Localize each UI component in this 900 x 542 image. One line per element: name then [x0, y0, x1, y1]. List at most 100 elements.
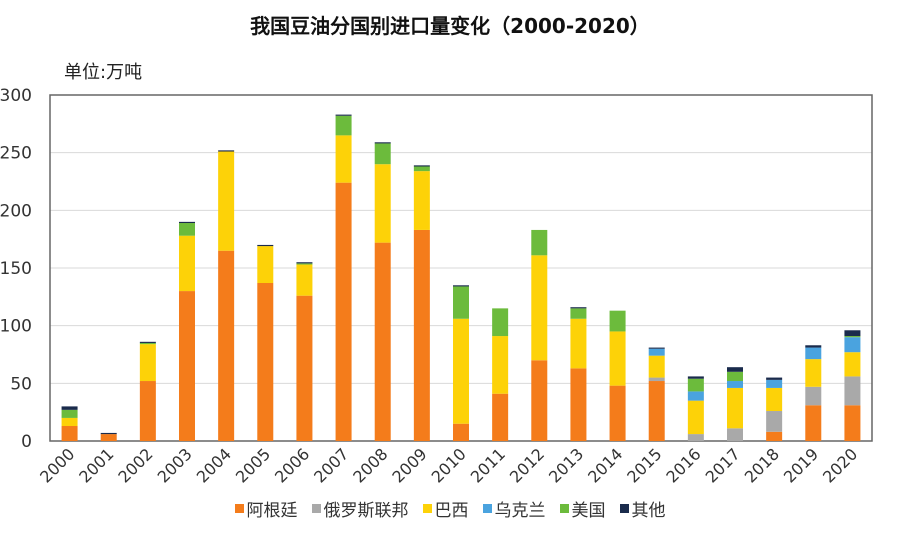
- y-tick-label: 50: [10, 374, 32, 394]
- bar-segment: [335, 115, 352, 136]
- bar-segment: [648, 347, 665, 349]
- bar-segment: [492, 336, 509, 394]
- bar-segment: [374, 143, 391, 165]
- x-tick-label: 2004: [193, 444, 235, 486]
- bar-segment: [61, 406, 78, 410]
- bar-segment: [727, 381, 743, 388]
- bar-segment: [413, 229, 430, 441]
- bar-segment: [453, 318, 469, 424]
- x-tick-label: 2017: [702, 444, 744, 486]
- legend-item: 乌克兰: [482, 496, 546, 521]
- x-tick-label: 2016: [662, 444, 704, 486]
- bar-segment: [100, 434, 117, 441]
- x-tick-label: 2011: [467, 444, 509, 486]
- legend-item: 其他: [619, 496, 666, 521]
- bar-segment: [531, 229, 548, 256]
- legend-swatch: [311, 504, 321, 513]
- y-tick-label: 0: [21, 432, 32, 452]
- legend-item: 美国: [559, 496, 606, 521]
- bar-segment: [531, 360, 548, 441]
- bar-segment: [374, 164, 391, 243]
- bar-segment: [570, 307, 587, 309]
- bar-segment: [766, 387, 783, 412]
- bar-segment: [413, 166, 430, 172]
- bar-segment: [727, 428, 743, 441]
- bar-segment: [61, 417, 78, 427]
- bar-segment: [61, 426, 78, 441]
- bar-segment: [492, 308, 509, 337]
- bar-segment: [687, 434, 704, 441]
- legend-swatch: [559, 504, 569, 513]
- bar-segment: [218, 250, 235, 441]
- bar-segment: [766, 379, 783, 388]
- x-tick-label: 2018: [741, 444, 783, 486]
- bar-segment: [844, 337, 861, 353]
- unit-label: 单位:万吨: [64, 62, 143, 83]
- legend-label: 乌克兰: [494, 501, 546, 521]
- bar-segment: [374, 242, 391, 441]
- y-tick-label: 100: [0, 317, 32, 337]
- bar-segment: [687, 376, 704, 379]
- bar-segment: [609, 331, 626, 386]
- bar-segment: [570, 368, 587, 441]
- legend-label: 阿根廷: [246, 501, 298, 521]
- bar-segment: [648, 348, 665, 356]
- bar-segment: [296, 262, 313, 264]
- bar-segment: [766, 411, 783, 432]
- bar-segment: [844, 405, 861, 441]
- bar-segment: [335, 114, 352, 116]
- legend-label: 俄罗斯联邦: [323, 501, 409, 521]
- bar-segment: [531, 255, 548, 361]
- bar-segment: [296, 264, 313, 296]
- bar-segment: [492, 393, 509, 441]
- bar-segment: [296, 295, 313, 441]
- legend-item: 巴西: [422, 496, 469, 521]
- bar-segment: [609, 385, 626, 441]
- chart-title: 我国豆油分国别进口量变化（2000-2020）: [250, 14, 650, 38]
- bar-segment: [805, 345, 822, 348]
- x-tick-label: 2005: [232, 444, 274, 486]
- bar-segment: [100, 432, 117, 435]
- y-tick-label: 250: [0, 144, 32, 164]
- x-tick-label: 2006: [271, 444, 313, 486]
- legend-item: 阿根廷: [234, 496, 298, 521]
- x-tick-label: 2020: [819, 444, 861, 486]
- y-tick-label: 150: [0, 259, 32, 279]
- bar-segment: [453, 286, 469, 319]
- x-tick-label: 2013: [545, 444, 587, 486]
- x-tick-label: 2014: [584, 444, 626, 486]
- y-tick-label: 300: [0, 86, 32, 106]
- bar-segment: [179, 221, 195, 224]
- x-tick-label: 2009: [388, 444, 430, 486]
- bar-segment: [257, 282, 274, 441]
- bar-segment: [805, 359, 822, 387]
- bar-segment: [648, 355, 665, 378]
- bar-segment: [139, 344, 156, 382]
- x-tick-label: 2019: [780, 444, 822, 486]
- legend-label: 巴西: [434, 501, 469, 521]
- bar-segment: [648, 377, 665, 382]
- bar-segment: [727, 371, 743, 382]
- bar-segment: [570, 318, 587, 369]
- x-tick-label: 2010: [428, 444, 470, 486]
- x-tick-label: 2012: [506, 444, 548, 486]
- bar-segment: [257, 246, 274, 283]
- bar-segment: [727, 367, 743, 372]
- bar-segment: [805, 405, 822, 441]
- bar-segment: [218, 151, 235, 251]
- x-tick-label: 2000: [36, 444, 78, 486]
- bar-segment: [766, 431, 783, 441]
- bar-segment: [61, 409, 78, 418]
- bar-segment: [218, 150, 235, 152]
- bar-segment: [805, 386, 822, 406]
- legend-label: 美国: [571, 501, 606, 521]
- bar-segment: [257, 244, 274, 247]
- bar-segment: [374, 142, 391, 144]
- bar-segment: [844, 376, 861, 406]
- bar-segment: [844, 330, 861, 337]
- x-tick-label: 2008: [349, 444, 391, 486]
- legend-swatch: [234, 504, 244, 513]
- bar-segment: [766, 377, 783, 380]
- legend-label: 其他: [631, 501, 666, 521]
